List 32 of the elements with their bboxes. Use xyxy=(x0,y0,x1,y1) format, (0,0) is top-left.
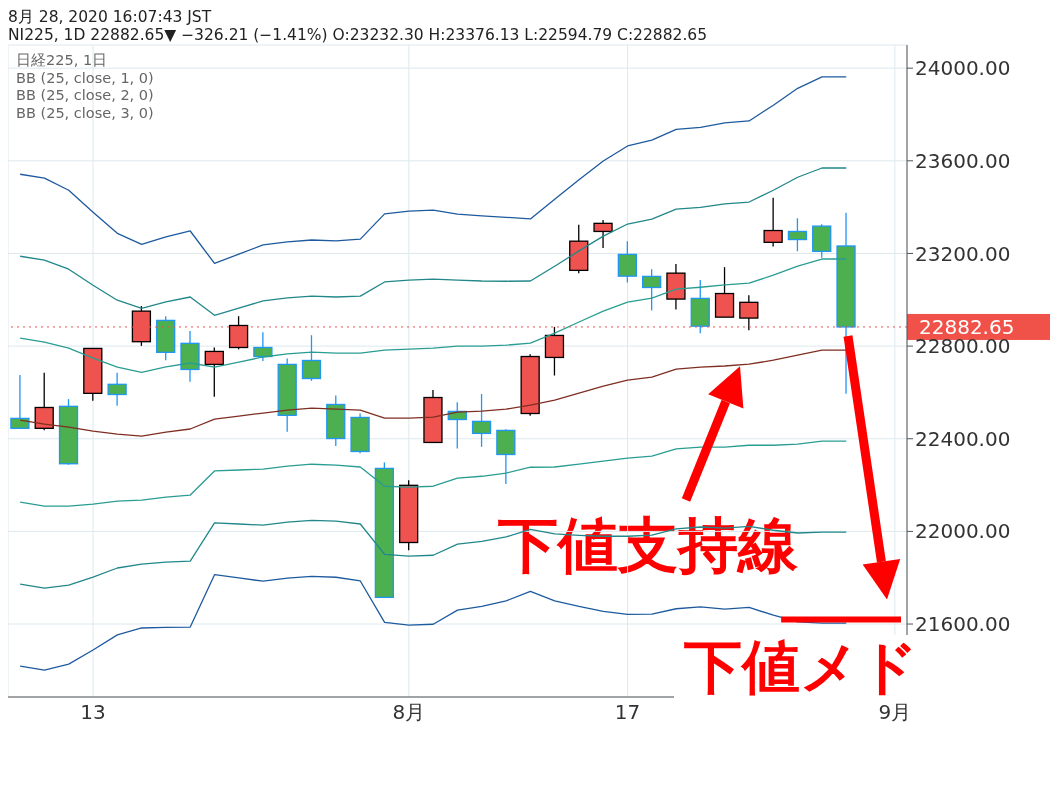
y-tick-label: 23600.00 xyxy=(915,148,1011,173)
candlestick xyxy=(34,372,54,431)
candlestick xyxy=(301,334,322,382)
chart-subtitle: NI225, 1D 22882.65▼ −326.21 (−1.41%) O:23232.30 H:23376.13 L:22594.79 C:22882.65 xyxy=(8,26,709,44)
x-tick-label: 17 xyxy=(614,700,641,725)
candlestick xyxy=(253,331,273,362)
candlestick xyxy=(714,266,735,318)
annotation: BB (25, close, 2, 0) xyxy=(16,87,154,105)
y-tick-label: 22400.00 xyxy=(915,426,1011,451)
annotation: 日経225, 1日 xyxy=(16,52,109,70)
y-tick-label: 22000.00 xyxy=(915,519,1011,544)
x-tick-label: 9月 xyxy=(878,700,912,725)
candlestick xyxy=(787,217,808,253)
x-tick-label: 13 xyxy=(80,700,106,725)
candlestick xyxy=(204,346,224,398)
candlestick xyxy=(763,197,783,248)
y-tick-label: 24000.00 xyxy=(915,56,1011,81)
candlestick xyxy=(617,240,637,284)
y-tick-label: 23200.00 xyxy=(915,241,1011,266)
line-series xyxy=(19,167,847,316)
candlestick xyxy=(107,372,127,407)
annotation: BB (25, close, 3, 0) xyxy=(16,104,154,122)
line-series xyxy=(19,440,847,507)
candlestick xyxy=(642,268,662,312)
x-tick-label: 8月 xyxy=(392,700,426,725)
candlestick xyxy=(471,393,492,448)
candlestick xyxy=(593,219,613,249)
ref-line-label: 下値メド xyxy=(674,633,928,702)
line-series xyxy=(19,258,847,373)
chart-title: 8月 28, 2020 16:07:43 JST xyxy=(8,8,213,26)
candlestick xyxy=(10,374,30,429)
annotation: BB (25, close, 1, 0) xyxy=(16,69,154,87)
